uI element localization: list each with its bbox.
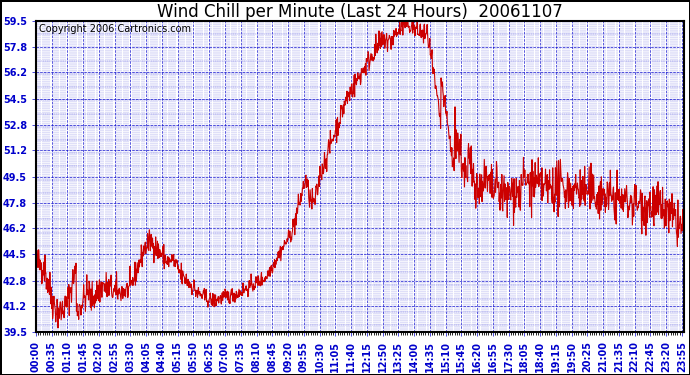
Text: Copyright 2006 Cartronics.com: Copyright 2006 Cartronics.com: [39, 24, 191, 34]
Title: Wind Chill per Minute (Last 24 Hours)  20061107: Wind Chill per Minute (Last 24 Hours) 20…: [157, 3, 562, 21]
